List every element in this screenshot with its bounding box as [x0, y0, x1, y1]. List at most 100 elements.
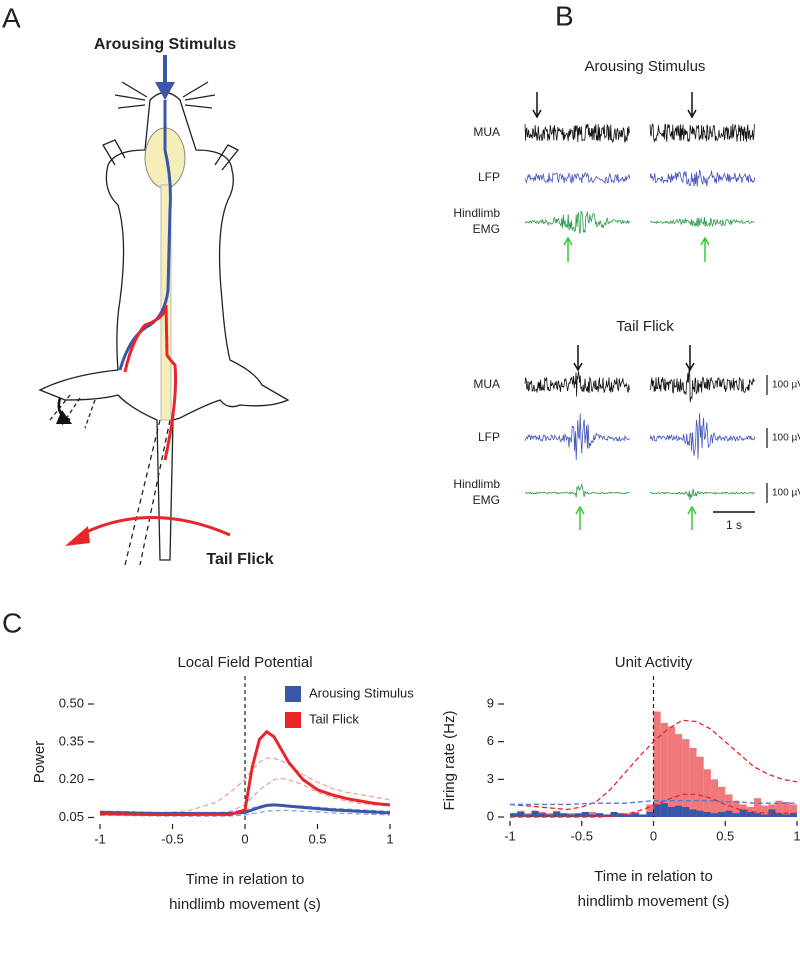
bar	[660, 722, 668, 817]
stimulus-label: Arousing Stimulus	[94, 36, 236, 53]
trace	[649, 412, 756, 460]
event-arrow-head	[532, 109, 542, 119]
y-tick-label: 0.35	[59, 733, 84, 748]
bar	[775, 813, 783, 817]
bar	[617, 813, 625, 817]
event-arrow-head	[575, 505, 585, 515]
trace	[524, 483, 630, 498]
line	[100, 809, 391, 817]
row-label: EMG	[473, 493, 500, 507]
bar	[581, 811, 589, 817]
bar	[567, 814, 575, 817]
x-tick-label: -0.5	[161, 831, 183, 846]
bar	[696, 810, 704, 817]
x-tick-label: 0.5	[716, 828, 734, 843]
legend-label: Tail Flick	[309, 711, 359, 726]
event-arrow-head	[563, 236, 573, 246]
y-tick-label: 9	[487, 695, 494, 710]
trace	[524, 413, 631, 460]
row-label: MUA	[473, 125, 500, 139]
row-label: EMG	[473, 222, 500, 236]
x-tick-label: -1	[504, 828, 516, 843]
x-tick-label: 0	[241, 831, 248, 846]
legend-label: Arousing Stimulus	[309, 685, 414, 700]
bar	[675, 805, 683, 817]
row-label: Hindlimb	[453, 206, 500, 220]
line	[510, 793, 797, 818]
section-title: Arousing Stimulus	[585, 58, 706, 75]
bar	[689, 809, 697, 817]
bar	[667, 806, 676, 817]
x-axis-label: hindlimb movement (s)	[169, 896, 321, 913]
chart-title: Unit Activity	[615, 654, 693, 671]
bar	[753, 813, 762, 817]
scale-label: 100 µV	[772, 380, 800, 391]
trace	[524, 210, 631, 234]
trace	[649, 367, 755, 403]
bar	[545, 814, 554, 817]
bar	[631, 813, 640, 817]
bar	[596, 813, 604, 817]
bar	[710, 779, 719, 817]
bar	[775, 800, 783, 817]
trace	[649, 488, 756, 500]
x-axis-label: Time in relation to	[594, 868, 713, 885]
trace	[649, 123, 755, 143]
row-label: LFP	[478, 430, 500, 444]
y-axis-label: Firing rate (Hz)	[441, 710, 458, 810]
x-tick-label: 0	[650, 828, 657, 843]
bar	[588, 814, 597, 817]
bar	[732, 813, 740, 817]
panel-label: C	[2, 607, 22, 638]
flick-label: Tail Flick	[206, 551, 273, 568]
bar	[710, 813, 719, 817]
bar	[624, 814, 632, 817]
y-tick-label: 3	[487, 771, 494, 786]
event-arrow-head	[687, 109, 697, 119]
x-axis-label: hindlimb movement (s)	[578, 893, 730, 910]
bar	[560, 813, 568, 817]
y-tick-label: 0.05	[59, 809, 84, 824]
x-tick-label: -1	[94, 831, 106, 846]
event-arrow-head	[700, 236, 710, 246]
bar	[517, 811, 525, 817]
panel-label: A	[2, 2, 21, 33]
bar	[675, 734, 683, 817]
bar	[682, 739, 690, 817]
chart-title: Local Field Potential	[177, 654, 312, 671]
panel-label: B	[555, 0, 574, 31]
legend-swatch	[285, 712, 301, 728]
bar	[789, 813, 797, 817]
y-tick-label: 0	[487, 808, 494, 823]
row-label: MUA	[473, 377, 500, 391]
event-arrow-head	[685, 362, 695, 372]
bar	[782, 801, 790, 817]
trace	[649, 169, 756, 187]
bar	[574, 813, 582, 817]
trace	[524, 123, 630, 143]
row-label: LFP	[478, 170, 500, 184]
section-title: Tail Flick	[616, 318, 674, 335]
bar	[718, 811, 726, 817]
trace	[524, 172, 631, 185]
y-tick-label: 0.20	[59, 771, 84, 786]
event-arrow-head	[687, 505, 697, 515]
bar	[746, 811, 754, 817]
line	[509, 719, 798, 811]
bar	[603, 814, 611, 817]
bar	[739, 809, 747, 817]
line	[99, 757, 391, 814]
bar	[553, 811, 561, 817]
bar	[725, 810, 733, 817]
line	[99, 729, 391, 816]
scale-label: 100 µV	[772, 488, 800, 499]
bar	[761, 805, 769, 817]
legend-swatch	[285, 686, 301, 702]
bar	[639, 814, 647, 817]
bar	[682, 806, 690, 817]
event-arrow-head	[573, 362, 583, 372]
charts: Local Field Potential Power Time in relati…	[31, 654, 800, 913]
y-axis-label: Power	[31, 741, 48, 784]
stimulus-arrow-head	[155, 82, 175, 100]
